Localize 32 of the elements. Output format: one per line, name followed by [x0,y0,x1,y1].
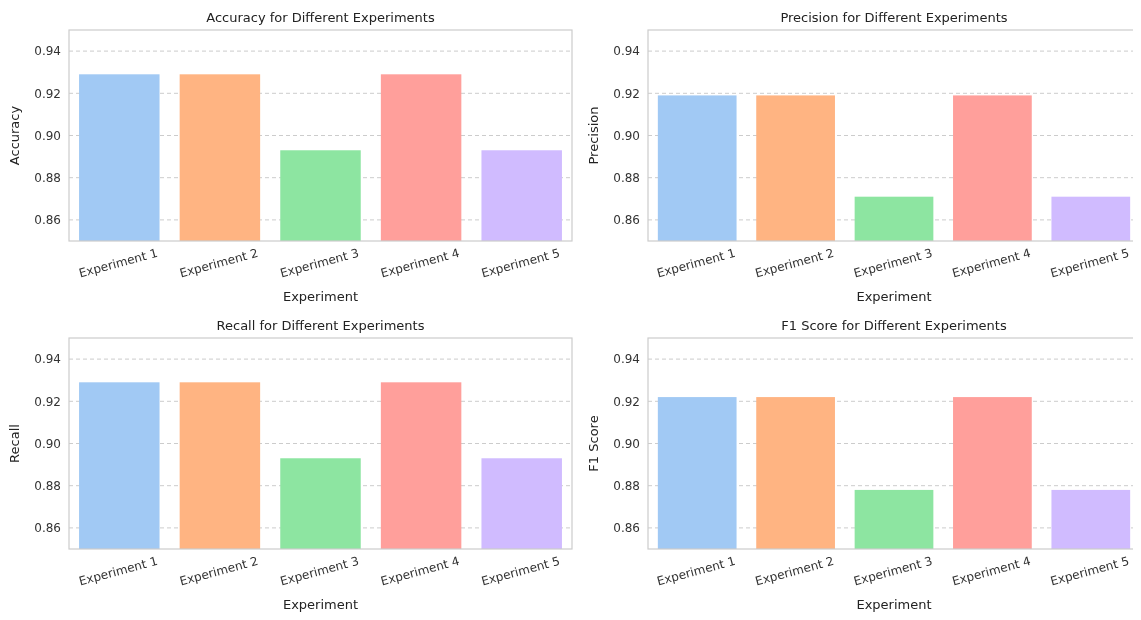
y-tick-label: 0.94 [613,352,640,367]
y-tick-label: 0.92 [34,394,61,409]
y-tick-label: 0.94 [613,44,640,59]
y-tick-label: 0.92 [613,394,640,409]
y-tick-label: 0.92 [34,86,61,101]
y-axis-title: Accuracy [7,105,22,166]
y-axis-title: Recall [7,424,22,463]
y-tick-label: 0.86 [34,213,61,228]
x-axis-title: Experiment [856,289,932,304]
y-tick-label: 0.90 [613,436,640,451]
y-tick-label: 0.90 [34,436,61,451]
y-tick-label: 0.86 [34,521,61,536]
y-axis-title: Precision [586,106,601,165]
chart-title: Recall for Different Experiments [216,318,425,333]
chart-title: Accuracy for Different Experiments [206,10,435,25]
y-tick-label: 0.86 [613,521,640,536]
x-axis-title: Experiment [282,289,359,304]
y-axis-title: F1 Score [586,415,601,472]
chart-title: F1 Score for Different Experiments [781,318,1007,333]
x-axis-title: Experiment [282,597,359,612]
y-tick-label: 0.88 [34,478,61,493]
y-tick-label: 0.86 [613,213,640,228]
y-tick-label: 0.88 [613,170,640,185]
x-axis-title: Experiment [856,597,932,612]
y-tick-label: 0.88 [613,478,640,493]
y-tick-label: 0.94 [34,44,61,59]
y-tick-label: 0.92 [613,86,640,101]
y-tick-label: 0.90 [613,128,640,143]
y-tick-label: 0.90 [34,128,61,143]
chart-title: Precision for Different Experiments [780,10,1008,25]
y-tick-label: 0.88 [34,170,61,185]
y-tick-label: 0.94 [34,352,61,367]
